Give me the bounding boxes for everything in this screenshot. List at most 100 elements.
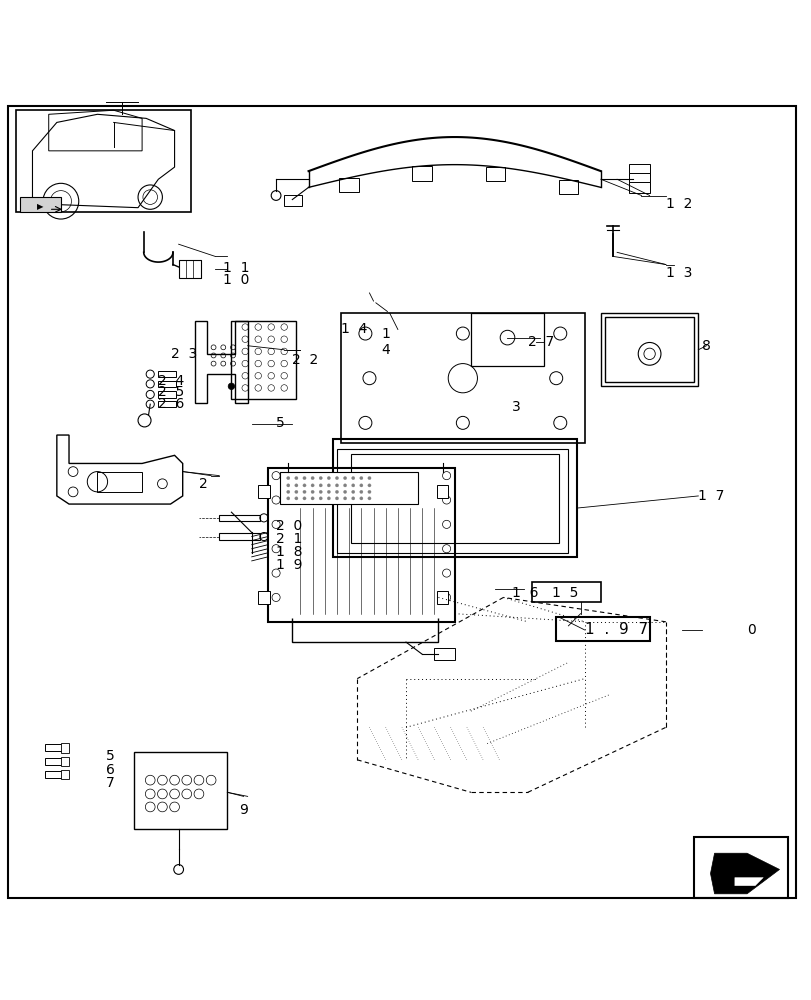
Text: 1  1: 1 1 xyxy=(223,261,250,275)
Circle shape xyxy=(351,497,354,500)
Circle shape xyxy=(359,476,363,480)
Circle shape xyxy=(286,497,290,500)
Circle shape xyxy=(351,490,354,494)
Circle shape xyxy=(311,476,314,480)
Circle shape xyxy=(359,497,363,500)
Circle shape xyxy=(327,490,330,494)
Circle shape xyxy=(286,484,290,487)
Text: 1  .  9  7: 1 . 9 7 xyxy=(584,622,647,637)
Circle shape xyxy=(343,484,346,487)
Bar xyxy=(45,758,65,765)
Text: 3: 3 xyxy=(511,400,520,414)
Circle shape xyxy=(311,497,314,500)
Bar xyxy=(16,110,191,212)
Bar xyxy=(158,391,176,398)
Text: 2  0: 2 0 xyxy=(276,519,302,533)
Text: 8: 8 xyxy=(702,339,710,353)
Bar xyxy=(485,167,504,181)
Circle shape xyxy=(294,490,298,494)
Bar xyxy=(412,166,431,181)
Text: 2  7: 2 7 xyxy=(527,335,553,349)
Circle shape xyxy=(327,497,330,500)
Text: 1  4: 1 4 xyxy=(341,322,367,336)
Text: 2  6: 2 6 xyxy=(158,397,184,411)
Text: 0: 0 xyxy=(746,623,755,637)
Text: 1  7: 1 7 xyxy=(697,489,723,503)
Circle shape xyxy=(367,484,371,487)
Bar xyxy=(531,582,600,601)
Text: 2  3: 2 3 xyxy=(170,347,196,361)
Circle shape xyxy=(359,484,363,487)
Text: 1  6: 1 6 xyxy=(511,586,538,600)
Circle shape xyxy=(319,497,322,500)
Circle shape xyxy=(327,476,330,480)
Text: 2  4: 2 4 xyxy=(158,374,184,388)
Text: 2: 2 xyxy=(199,477,208,491)
Bar xyxy=(61,743,69,753)
Circle shape xyxy=(286,490,290,494)
Circle shape xyxy=(228,383,234,390)
Bar xyxy=(339,178,358,192)
Bar xyxy=(434,648,454,660)
Bar xyxy=(629,182,649,193)
Circle shape xyxy=(351,476,354,480)
Text: 2  2: 2 2 xyxy=(292,353,318,367)
Circle shape xyxy=(343,497,346,500)
Polygon shape xyxy=(710,853,779,894)
Circle shape xyxy=(367,490,371,494)
Text: 5: 5 xyxy=(105,749,114,763)
Circle shape xyxy=(146,370,154,378)
Circle shape xyxy=(367,497,371,500)
Bar xyxy=(178,260,201,278)
Bar xyxy=(436,591,448,604)
Circle shape xyxy=(335,484,338,487)
Bar xyxy=(629,173,649,184)
Circle shape xyxy=(303,497,306,500)
Text: 7: 7 xyxy=(105,776,114,790)
Circle shape xyxy=(146,390,154,398)
Text: 5: 5 xyxy=(276,416,285,430)
Bar xyxy=(350,454,558,543)
Text: 1  8: 1 8 xyxy=(276,545,303,559)
Circle shape xyxy=(335,497,338,500)
Text: 1  0: 1 0 xyxy=(223,273,249,287)
Bar xyxy=(558,180,577,194)
Bar xyxy=(61,757,69,766)
Bar xyxy=(280,472,418,504)
Circle shape xyxy=(303,484,306,487)
Circle shape xyxy=(359,490,363,494)
Circle shape xyxy=(335,476,338,480)
Bar xyxy=(134,752,227,829)
Bar xyxy=(604,317,693,382)
Circle shape xyxy=(146,400,154,408)
Polygon shape xyxy=(734,878,762,886)
Text: 2  5: 2 5 xyxy=(158,385,184,399)
Circle shape xyxy=(303,490,306,494)
Text: 1  2: 1 2 xyxy=(665,197,691,211)
Circle shape xyxy=(311,484,314,487)
Circle shape xyxy=(138,414,151,427)
Circle shape xyxy=(335,490,338,494)
Text: 1  3: 1 3 xyxy=(665,266,691,280)
Bar xyxy=(158,371,176,377)
Circle shape xyxy=(294,497,298,500)
Circle shape xyxy=(343,490,346,494)
Bar xyxy=(219,515,260,521)
Circle shape xyxy=(327,484,330,487)
Circle shape xyxy=(286,476,290,480)
Circle shape xyxy=(303,476,306,480)
Bar xyxy=(258,591,269,604)
Text: 2  1: 2 1 xyxy=(276,532,302,546)
Bar xyxy=(45,744,65,751)
Circle shape xyxy=(319,490,322,494)
Circle shape xyxy=(294,484,298,487)
Bar xyxy=(45,771,65,778)
Bar xyxy=(158,381,176,387)
Bar xyxy=(629,164,649,175)
Circle shape xyxy=(146,380,154,388)
Circle shape xyxy=(319,476,322,480)
Bar xyxy=(158,401,176,407)
Text: 1  5: 1 5 xyxy=(551,586,577,600)
Circle shape xyxy=(319,484,322,487)
Circle shape xyxy=(294,476,298,480)
